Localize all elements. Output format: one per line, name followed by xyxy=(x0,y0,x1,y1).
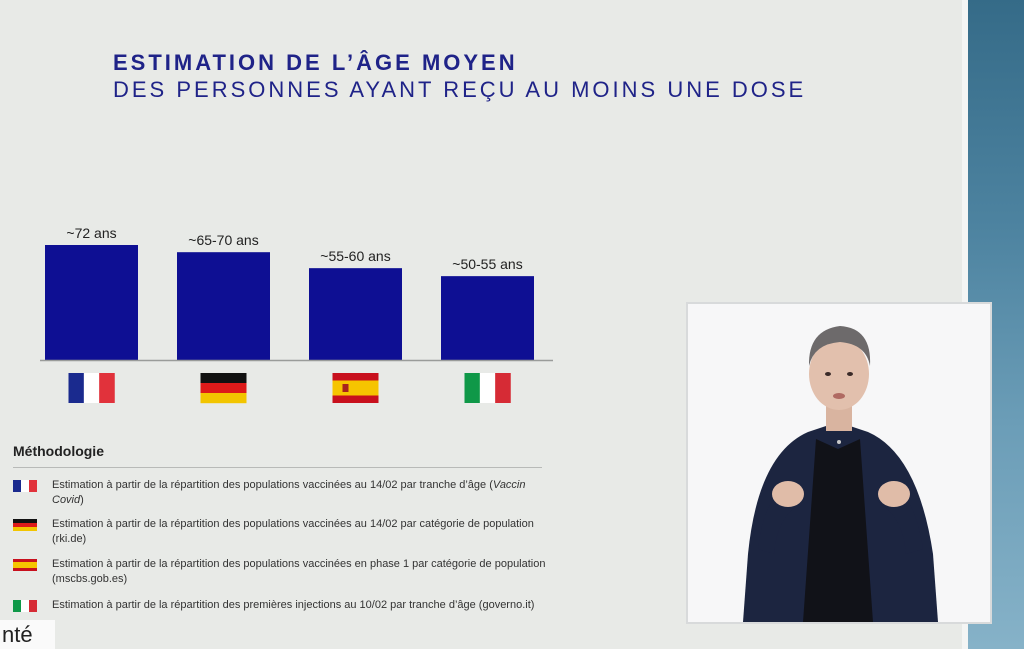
caption-fragment: nté xyxy=(0,620,55,649)
bar-label-france: ~72 ans xyxy=(66,225,116,241)
flag-france-icon xyxy=(13,480,37,492)
methodology-divider xyxy=(13,467,542,468)
methodology-text-italy: Estimation à partir de la répartition de… xyxy=(52,599,535,611)
flag-spain-icon xyxy=(332,373,379,403)
bar-germany xyxy=(177,252,270,360)
bar-label-germany: ~65-70 ans xyxy=(188,232,258,248)
interpreter-figure xyxy=(688,304,990,622)
methodology-text-germany: Estimation à partir de la répartition de… xyxy=(52,518,534,545)
methodology-title: Méthodologie xyxy=(13,443,104,459)
slide-subtitle: DES PERSONNES AYANT REÇU AU MOINS UNE DO… xyxy=(113,77,807,102)
bar-label-italy: ~50-55 ans xyxy=(452,256,522,272)
flag-italy-icon xyxy=(13,600,37,612)
flag-france-icon xyxy=(68,373,115,403)
methodology-item-france: Estimation à partir de la répartition de… xyxy=(13,478,553,512)
flag-germany-icon xyxy=(13,519,37,531)
bar-spain xyxy=(309,268,402,360)
methodology-item-spain: Estimation à partir de la répartition de… xyxy=(13,557,553,591)
caption-fragment-text: nté xyxy=(2,622,33,647)
sign-language-interpreter-video xyxy=(686,302,992,624)
flag-italy-icon xyxy=(464,373,511,403)
bar-italy xyxy=(441,276,534,360)
bar-label-spain: ~55-60 ans xyxy=(320,248,390,264)
flag-germany-icon xyxy=(200,373,247,404)
bar-chart: ~72 ans ~65-70 ans ~55-60 ans ~50-55 ans xyxy=(40,225,553,404)
methodology-item-germany: Estimation à partir de la répartition de… xyxy=(13,517,553,551)
methodology-item-italy: Estimation à partir de la répartition de… xyxy=(13,598,553,632)
flag-spain-icon xyxy=(13,559,37,571)
bar-france xyxy=(45,245,138,360)
methodology-text-spain: Estimation à partir de la répartition de… xyxy=(52,558,546,585)
slide-title: ESTIMATION DE L’ÂGE MOYEN xyxy=(113,50,518,75)
methodology-text-france: Estimation à partir de la répartition de… xyxy=(52,479,526,506)
